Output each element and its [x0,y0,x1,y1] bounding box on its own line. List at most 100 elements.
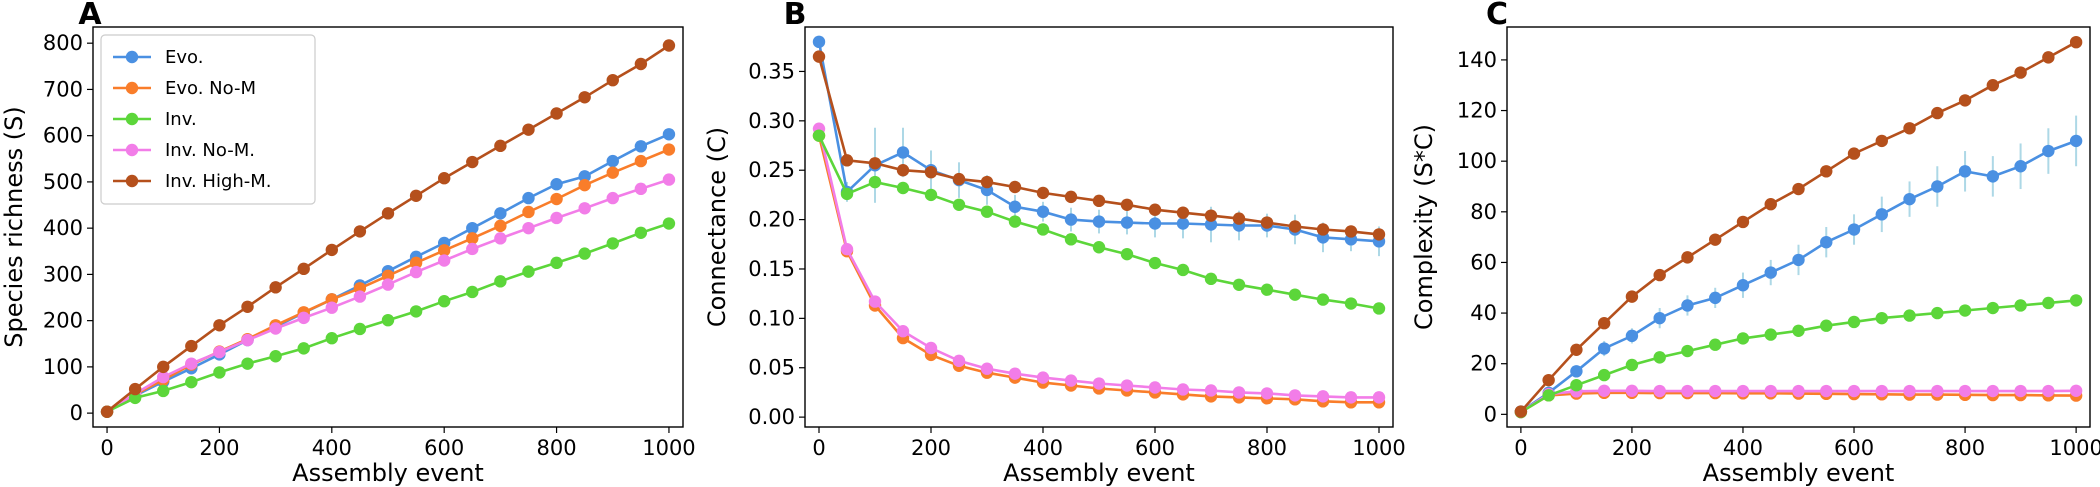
data-point [1736,215,1750,229]
data-point [1653,268,1666,282]
data-point [100,405,114,418]
data-point [662,39,676,52]
data-point [550,192,563,206]
data-point [868,295,882,308]
x-tick-label: 800 [537,436,577,460]
data-point [185,375,198,389]
data-point [522,221,535,235]
data-point [1958,165,1972,178]
data-point [2042,384,2055,398]
data-point [1372,391,1386,404]
data-point [812,129,826,142]
data-point [1316,390,1330,403]
data-point [1625,384,1639,397]
data-point [952,198,966,211]
data-point [1903,309,1916,322]
series-inv [100,217,676,418]
data-point [437,172,451,185]
y-tick-label: 0.25 [748,158,795,182]
data-point [353,322,367,336]
data-point [2069,294,2083,307]
data-point [952,354,966,368]
data-point [325,243,339,257]
data-point [1847,147,1861,160]
x-tick-label: 400 [1723,436,1763,460]
data-point [1847,223,1861,236]
data-point [1597,384,1611,397]
data-point [213,366,226,379]
series-inv [812,129,1386,315]
data-point [2014,384,2027,398]
data-point [409,256,423,270]
data-point [1653,384,1666,398]
x-tick-label: 0 [812,436,825,460]
data-point [466,155,479,169]
data-point [1542,389,1555,402]
y-tick-label: 0 [1484,402,1497,426]
data-point [980,175,994,189]
data-point [1372,302,1386,315]
data-point [1597,342,1611,355]
data-point [297,311,310,325]
panel-letter: C [1486,0,1508,32]
data-point [1597,317,1611,330]
data-point [1681,384,1694,398]
data-point [325,332,339,345]
data-point [1288,288,1302,301]
data-point [1958,384,1972,398]
data-point [1064,190,1078,204]
data-point [1903,122,1916,135]
data-point [662,217,676,230]
data-point [157,384,170,398]
data-point [980,362,994,375]
data-point [606,191,619,205]
y-tick-label: 300 [43,262,83,286]
data-point [522,265,535,278]
data-point [1931,106,1944,120]
data-point [353,290,367,303]
data-point [1008,200,1022,213]
data-point [128,382,142,396]
data-point [868,175,882,189]
data-point [128,391,142,405]
data-point [1148,381,1162,394]
data-point [1847,315,1861,329]
data-point [466,232,479,245]
data-point [896,324,910,338]
panel-b: B 0 200 400 600 800 1000 0.00 0.05 0.10 0.15 0.20 0.… [703,0,1406,487]
legend-box [100,34,316,205]
data-point [1986,384,2000,398]
data-point [241,357,254,370]
data-point [1288,389,1302,402]
y-tick-label: 0.35 [748,59,795,83]
data-point [522,191,535,205]
data-point [2014,66,2027,79]
data-point [1120,216,1134,229]
data-point [185,339,198,353]
data-point [1176,263,1190,277]
data-point [466,221,479,235]
data-point [494,207,507,220]
y-tick-label: 120 [1457,99,1497,123]
data-point [1176,383,1190,396]
data-point [213,319,226,332]
series-evo [1514,134,2083,418]
y-tick-label: 60 [1470,250,1497,274]
data-point [466,285,479,299]
data-point [1148,203,1162,216]
data-point [662,173,676,186]
data-point [1931,180,1944,193]
data-point [1092,241,1106,254]
x-tick-label: 400 [312,436,352,460]
data-point [1148,256,1162,270]
panel-a: A0 200 400 600 800 10000100200300400500600700… [0,0,696,487]
data-point [409,265,423,279]
x-tick-label: 600 [1135,436,1175,460]
data-point [1036,371,1050,384]
data-point [1820,235,1833,249]
x-tick-label: 600 [424,436,464,460]
data-point [1316,223,1330,236]
x-tick-label: 600 [1834,436,1874,460]
y-axis-label: Species richness (S) [0,106,28,348]
data-point [1570,379,1583,392]
